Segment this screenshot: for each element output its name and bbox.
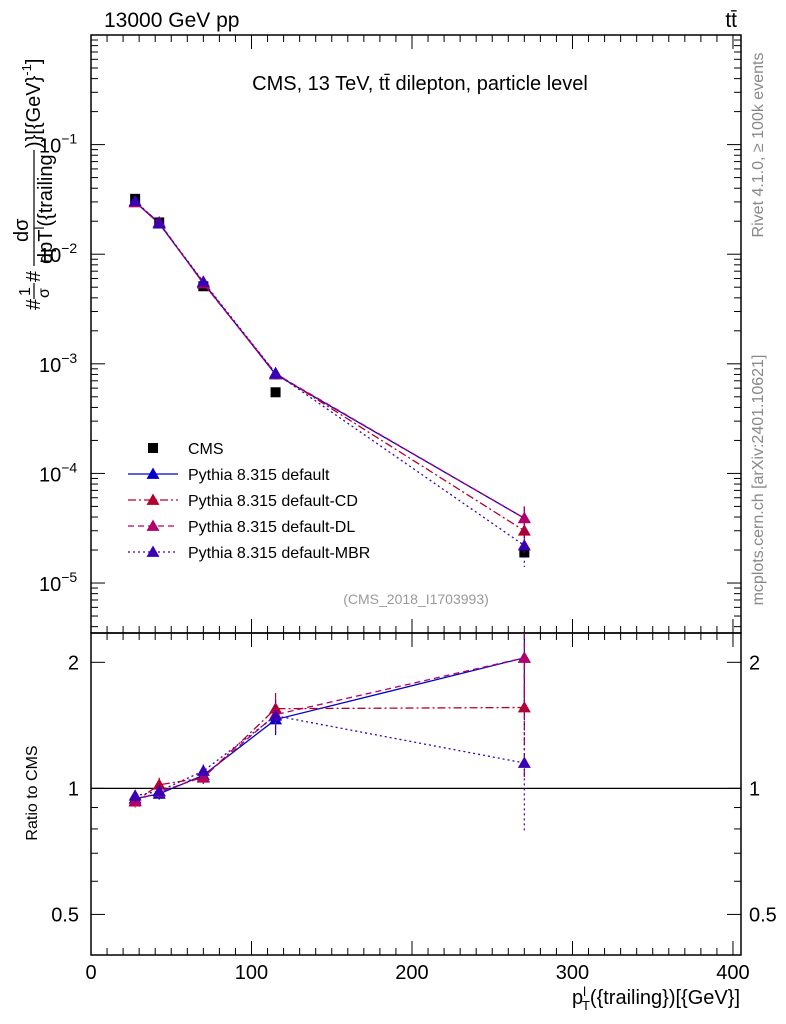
mcplots-label: mcplots.cern.ch [arXiv:2401.10621] bbox=[750, 355, 767, 606]
marker-mbr bbox=[517, 538, 531, 551]
legend-marker-cms bbox=[148, 443, 158, 453]
main-y-axis-label: # 1 σ # dσ dpTl({trailing )}[{GeV}-1] bbox=[11, 59, 57, 310]
main-y-tick-label: 10−1 bbox=[39, 131, 77, 158]
legend-entry-mbr: Pythia 8.315 default-MBR bbox=[128, 545, 370, 562]
ratio-y-tick-label: 0.5 bbox=[51, 904, 79, 926]
legend-marker-cd bbox=[146, 493, 160, 505]
legend-label: Pythia 8.315 default-MBR bbox=[188, 545, 370, 562]
ratio-y-tick-label-right: 2 bbox=[749, 652, 760, 674]
marker-mbr bbox=[152, 216, 166, 229]
x-tick-label: 200 bbox=[395, 962, 428, 984]
ratio-marker-mbr bbox=[196, 764, 210, 776]
legend-marker-default bbox=[146, 467, 160, 479]
legend-label: Pythia 8.315 default-CD bbox=[188, 493, 358, 510]
ratio-line-mbr bbox=[135, 715, 525, 797]
ratio-line-cd bbox=[134, 706, 525, 803]
series-mbr bbox=[128, 194, 531, 568]
legend-label: CMS bbox=[188, 441, 224, 458]
legend-entry-cms: CMS bbox=[148, 441, 224, 458]
y-label-tail: )}[{GeV}-1] bbox=[19, 59, 45, 148]
ratio-marker-mbr bbox=[269, 709, 283, 721]
x-axis-label: pl T({trailing})[{GeV}] bbox=[572, 984, 740, 1013]
marker-mbr bbox=[196, 275, 210, 287]
ratio-marker-mbr bbox=[128, 789, 142, 801]
y-label-hash-left: # bbox=[23, 298, 45, 310]
ratio-marker-mbr bbox=[517, 756, 531, 768]
x-tick-label: 100 bbox=[235, 962, 268, 984]
x-tick-label: 400 bbox=[716, 962, 749, 984]
ratio-y-tick-label: 2 bbox=[68, 652, 79, 674]
ratio-y-tick-label: 1 bbox=[68, 778, 79, 800]
y-label-frac-num: 1 bbox=[17, 287, 34, 296]
main-plot-frame bbox=[90, 34, 742, 634]
ratio-marker-mbr bbox=[152, 784, 166, 796]
main-y-tick-label: 10−4 bbox=[39, 459, 77, 486]
ratio-marker-cd bbox=[152, 778, 166, 790]
y-label-num: dσ bbox=[11, 218, 33, 242]
main-y-tick-label: 10−3 bbox=[39, 350, 77, 377]
analysis-watermark: (CMS_2018_I1703993) bbox=[343, 591, 489, 607]
y-label-den: dpTl({trailing bbox=[32, 154, 57, 264]
legend-marker-dl bbox=[146, 519, 160, 531]
ratio-line-default bbox=[135, 657, 525, 800]
legend-label: Pythia 8.315 default bbox=[188, 467, 330, 484]
ratio-marker-cd bbox=[269, 702, 283, 714]
ratio-y-tick-label-right: 0.5 bbox=[749, 904, 777, 926]
process-label: tt̄ bbox=[725, 9, 737, 32]
legend-entry-dl: Pythia 8.315 default-DL bbox=[128, 519, 355, 536]
marker-mbr bbox=[269, 366, 283, 379]
legend-entry-cd: Pythia 8.315 default-CD bbox=[128, 493, 358, 510]
legend-entry-default: Pythia 8.315 default bbox=[128, 467, 330, 484]
rivet-label: Rivet 4.1.0, ≥ 100k events bbox=[750, 53, 767, 238]
main-y-tick-label: 10−2 bbox=[39, 240, 77, 267]
marker-mbr bbox=[128, 194, 142, 207]
marker-dl bbox=[517, 511, 531, 524]
ratio-plot-frame bbox=[90, 632, 742, 956]
ratio-series-default bbox=[128, 633, 531, 805]
y-label-frac-den: σ bbox=[36, 288, 53, 298]
ratio-marker-dl bbox=[517, 651, 531, 663]
legend-label: Pythia 8.315 default-DL bbox=[188, 519, 355, 536]
ratio-y-tick-label-right: 1 bbox=[749, 778, 760, 800]
x-tick-label: 300 bbox=[556, 962, 589, 984]
ratio-y-axis-label: Ratio to CMS bbox=[24, 745, 41, 840]
x-tick-label: 0 bbox=[85, 962, 96, 984]
ratio-series-mbr bbox=[128, 700, 531, 832]
legend-marker-mbr bbox=[146, 545, 160, 557]
ratio-series-cd bbox=[128, 656, 531, 808]
plot-title: CMS, 13 TeV, tt̄ dilepton, particle leve… bbox=[252, 73, 588, 95]
marker-cms bbox=[270, 387, 281, 398]
main-y-tick-label: 10−5 bbox=[39, 569, 77, 596]
y-label-hash-right: # bbox=[23, 270, 45, 282]
energy-label: 13000 GeV pp bbox=[104, 9, 239, 32]
